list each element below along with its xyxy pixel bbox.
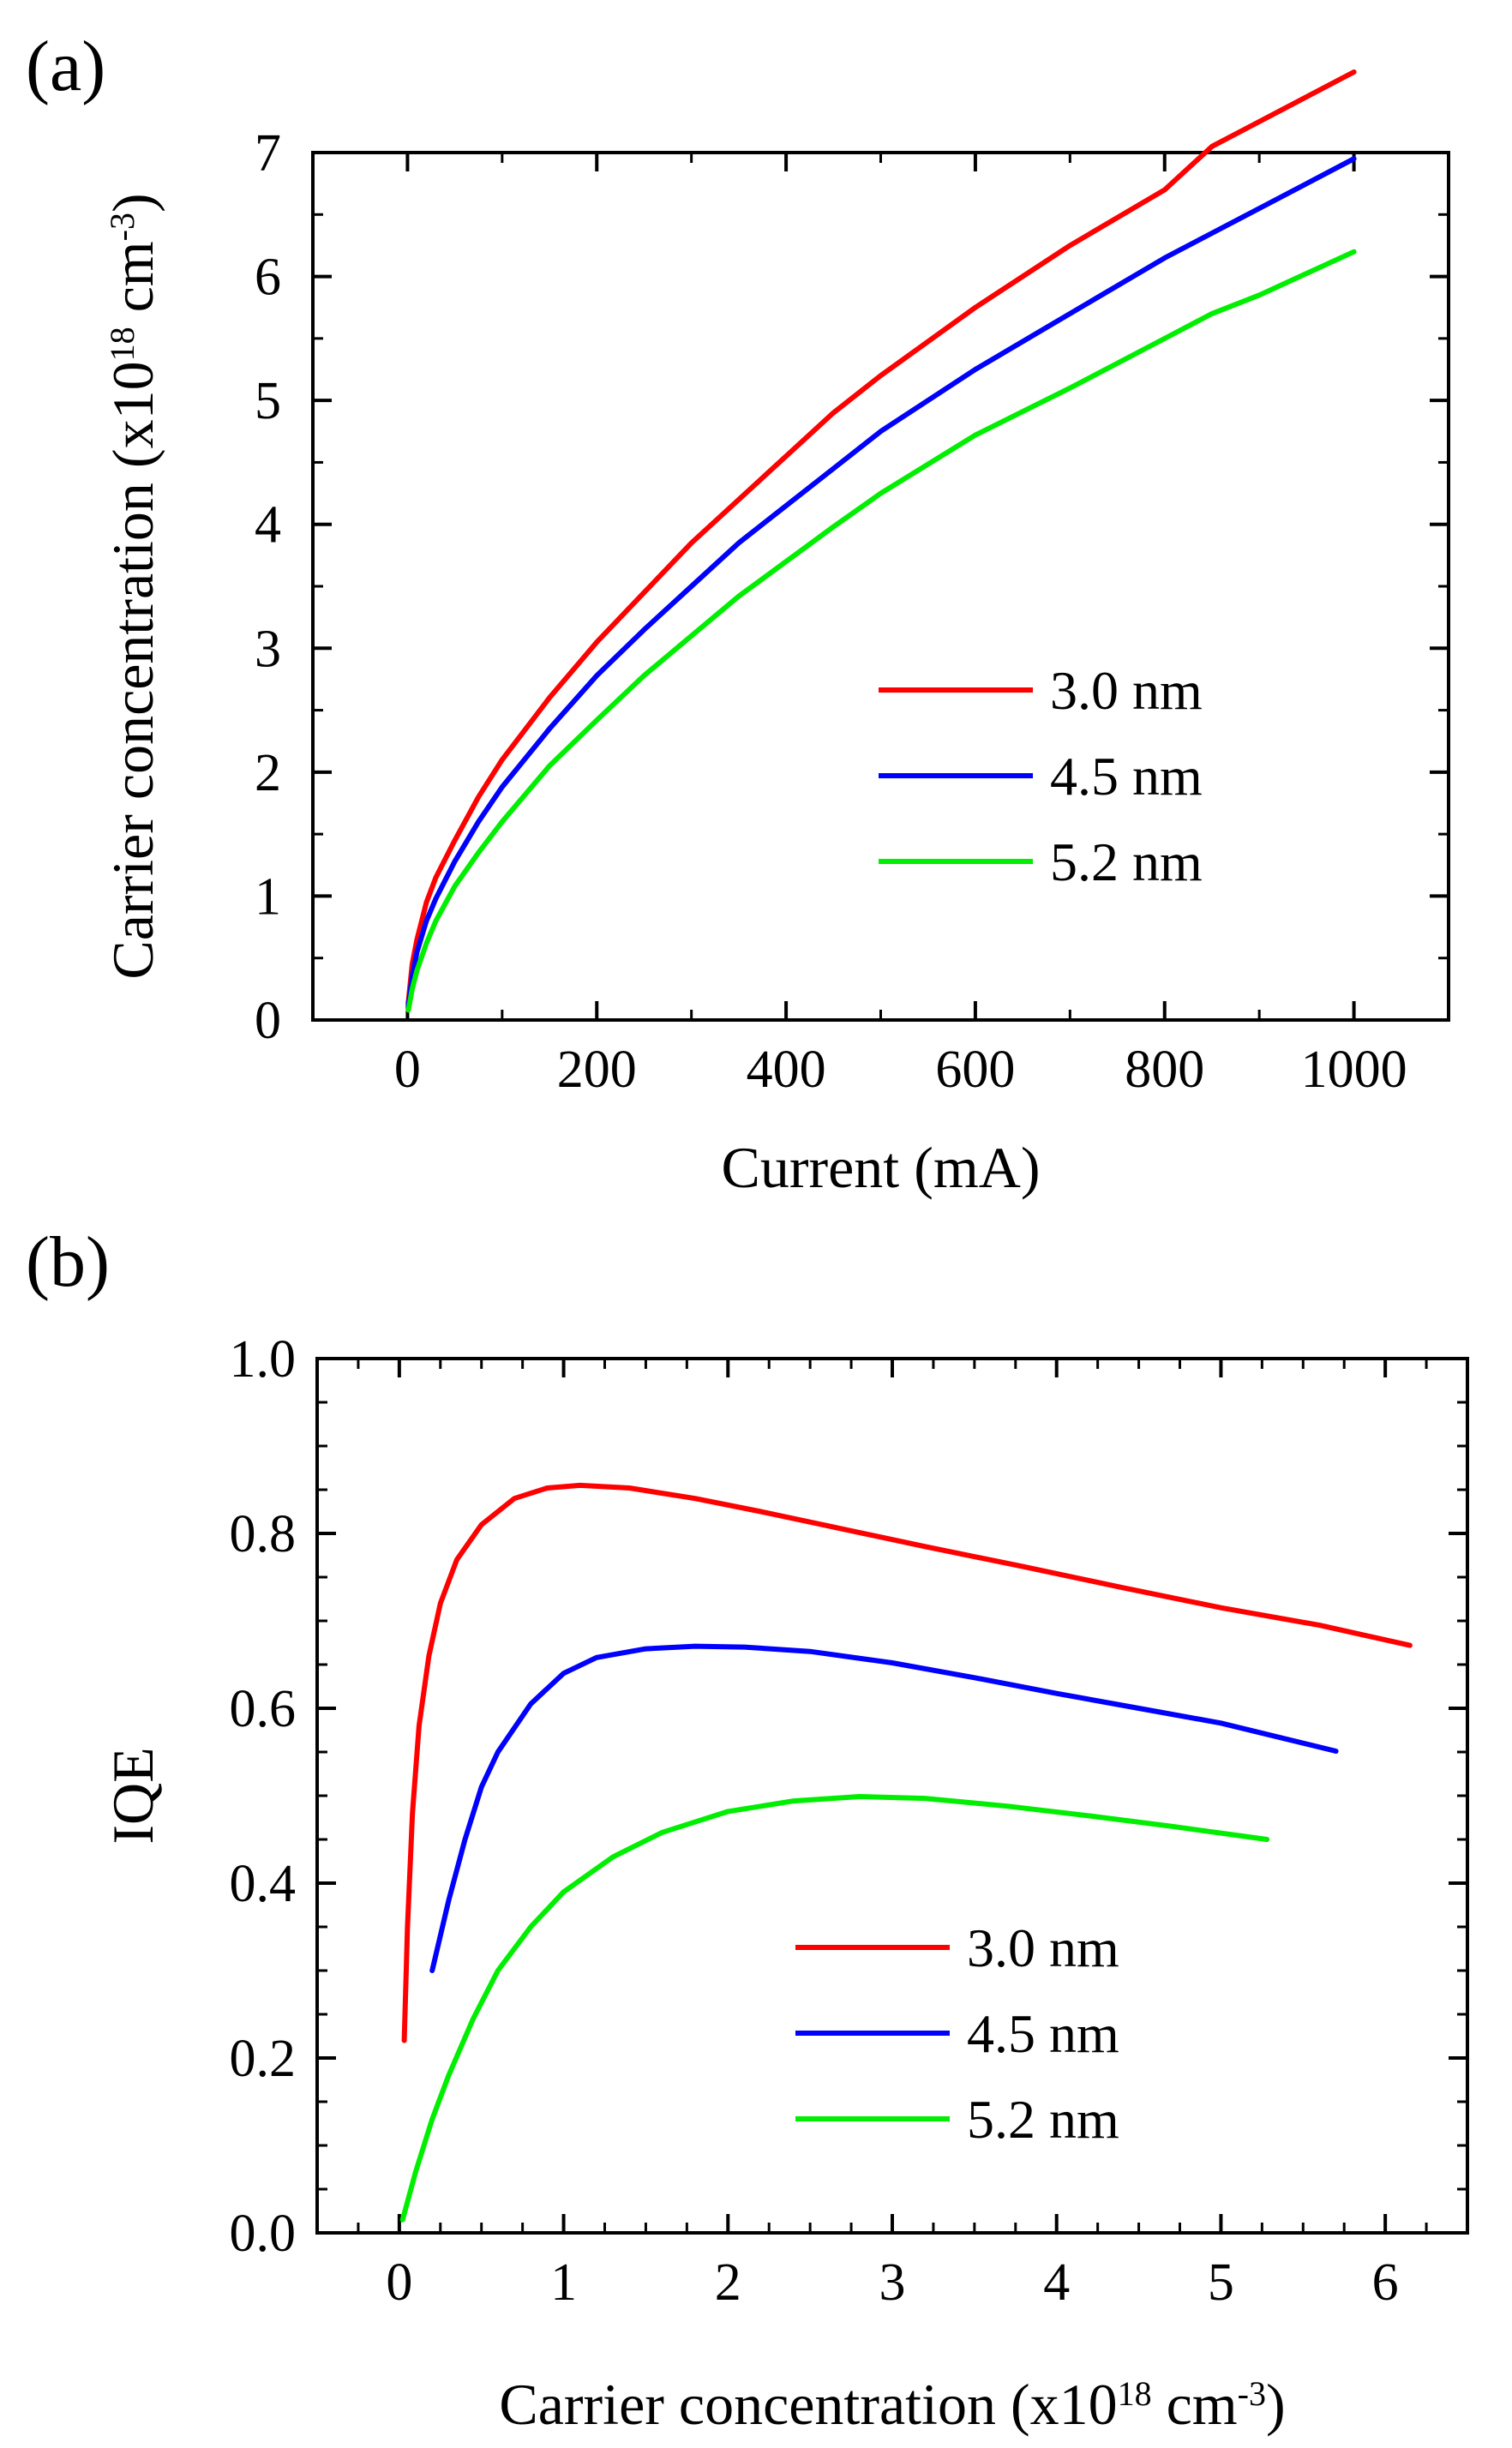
panel-b-y-axis-label: IQE [100, 1747, 165, 1844]
legend-label-3-0nm: 3.0 nm [967, 1917, 1119, 1978]
legend-label-5-2nm: 5.2 nm [1050, 831, 1203, 892]
panel-a-x-tick-labels: 0 200 400 600 800 1000 [394, 1041, 1407, 1099]
x-tick-label: 3 [879, 2253, 906, 2312]
series-line-3-0-nm [405, 69, 1357, 1005]
panel-a-ticks [311, 151, 1450, 1022]
panel-a-y-label-close: ) [100, 193, 165, 213]
panel-b-x-label-exp: 18 [1118, 2374, 1152, 2413]
y-tick-label: 1 [255, 867, 281, 926]
panel-a-y-label-unit: cm [100, 241, 165, 327]
y-tick-label: 0 [255, 992, 281, 1050]
panel-b-x-label-unit-exp: -3 [1238, 2374, 1266, 2413]
x-tick-label: 0 [386, 2253, 412, 2312]
panel-a-y-label-unit-exp: -3 [103, 213, 141, 241]
panel-a: (a) 0 200 400 600 800 1000 0 1 2 3 4 5 6 7 Current (… [26, 27, 1450, 1200]
y-tick-label: 0.2 [230, 2030, 297, 2088]
x-tick-label: 1 [550, 2253, 577, 2312]
legend-label-3-0nm: 3.0 nm [1050, 660, 1203, 721]
panel-b-x-axis-label: Carrier concentration (x1018 cm-3) [499, 2372, 1285, 2437]
panel-b-ticks [315, 1357, 1469, 2235]
panel-a-y-label-exp: 18 [103, 327, 141, 361]
panel-b-x-label-close: ) [1266, 2372, 1286, 2437]
panel-a-x-axis-label: Current (mA) [721, 1135, 1040, 1200]
series-line-5-2-nm [399, 1794, 1270, 2223]
panel-b-x-label-main: Carrier concentration (x10 [499, 2372, 1117, 2437]
y-tick-label: 6 [255, 249, 281, 307]
y-tick-label: 2 [255, 744, 281, 802]
panel-b-legend: 3.0 nm 4.5 nm 5.2 nm [795, 1917, 1119, 2150]
panel-b-series-lines [399, 1482, 1413, 2223]
y-tick-label: 5 [255, 372, 281, 430]
x-tick-label: 2 [715, 2253, 741, 2312]
y-tick-label: 0.8 [230, 1505, 297, 1563]
x-tick-label: 0 [394, 1041, 421, 1099]
y-tick-label: 4 [255, 496, 281, 555]
panel-b-x-tick-labels: 0 1 2 3 4 5 6 [386, 2253, 1398, 2312]
y-tick-label: 0.4 [230, 1855, 297, 1913]
y-tick-label: 3 [255, 620, 281, 678]
panel-b-label: (b) [26, 1222, 110, 1302]
panel-b: (b) 0 1 2 3 4 5 6 0.0 0.2 0.4 0.6 0.8 1.0 Carrier c… [26, 1222, 1469, 2437]
series-line-4-5-nm [429, 1643, 1339, 1973]
legend-label-4-5nm: 4.5 nm [967, 2003, 1119, 2064]
series-line-5-2-nm [405, 249, 1357, 1013]
x-tick-label: 800 [1125, 1041, 1204, 1099]
panel-a-y-tick-labels: 0 1 2 3 4 5 6 7 [255, 124, 281, 1050]
x-tick-label: 200 [557, 1041, 637, 1099]
panel-a-y-axis-label: Carrier concentration (x1018 cm-3) [100, 193, 165, 979]
panel-b-y-tick-labels: 0.0 0.2 0.4 0.6 0.8 1.0 [230, 1330, 297, 2263]
legend-label-4-5nm: 4.5 nm [1050, 746, 1203, 807]
legend-label-5-2nm: 5.2 nm [967, 2089, 1119, 2150]
x-tick-label: 600 [935, 1041, 1015, 1099]
x-tick-label: 6 [1372, 2253, 1399, 2312]
panel-a-label: (a) [26, 27, 105, 106]
x-tick-label: 5 [1208, 2253, 1234, 2312]
y-tick-label: 7 [255, 124, 281, 183]
panel-a-series-lines [405, 69, 1357, 1013]
panel-a-plot-frame [311, 151, 1450, 1022]
series-line-3-0-nm [401, 1482, 1413, 2043]
y-tick-label: 0.6 [230, 1680, 297, 1738]
panel-b-x-label-unit: cm [1152, 2372, 1238, 2437]
y-tick-label: 0.0 [230, 2205, 297, 2263]
x-tick-label: 1000 [1301, 1041, 1407, 1099]
x-tick-label: 400 [747, 1041, 826, 1099]
x-tick-label: 4 [1043, 2253, 1070, 2312]
panel-a-y-label-main: Carrier concentration (x10 [100, 361, 165, 979]
panel-a-legend: 3.0 nm 4.5 nm 5.2 nm [879, 660, 1203, 892]
series-line-4-5-nm [405, 156, 1357, 1008]
y-tick-label: 1.0 [230, 1330, 297, 1389]
